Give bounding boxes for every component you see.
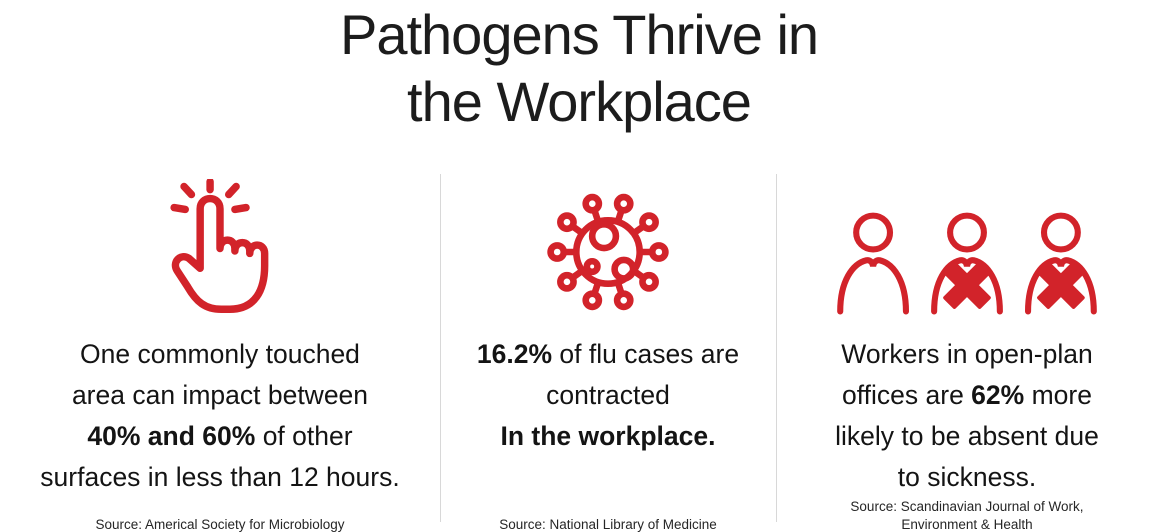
tap-gesture-icon [170,179,269,313]
page-title: Pathogens Thrive in the Workplace [0,0,1158,135]
icon-slot [835,168,1099,318]
sick-workers-icon [837,212,1097,315]
stat-column-flu-cases: 16.2% of flu cases are contracted In the w… [440,168,776,532]
worker-healthy [837,212,910,315]
source-citation: Source: National Library of Medicine [499,517,717,532]
icon-slot [542,168,674,318]
title-line-1: Pathogens Thrive in [339,3,819,66]
source-citation: Source: Scandinavian Journal of Work, En… [850,499,1084,532]
icon-slot [158,168,282,318]
source-citation: Source: Americal Society for Microbiolog… [95,517,345,532]
stat-column-open-plan: Workers in open-plan offices are 62% more… [776,168,1158,532]
virus-icon [547,193,669,311]
stat-column-touched-surfaces: One commonly touched area can impact betw… [0,168,440,532]
stat-text: Workers in open-plan offices are 62% more… [835,339,1099,493]
column-divider [776,174,777,522]
stats-row: One commonly touched area can impact betw… [0,168,1158,532]
stat-text: 16.2% of flu cases are contracted In the w… [476,339,740,452]
x-mark [1037,261,1085,309]
title-line-2: the Workplace [407,69,752,133]
x-mark [943,261,991,309]
stat-text: One commonly touched area can impact betw… [40,339,400,493]
column-divider [440,174,441,522]
